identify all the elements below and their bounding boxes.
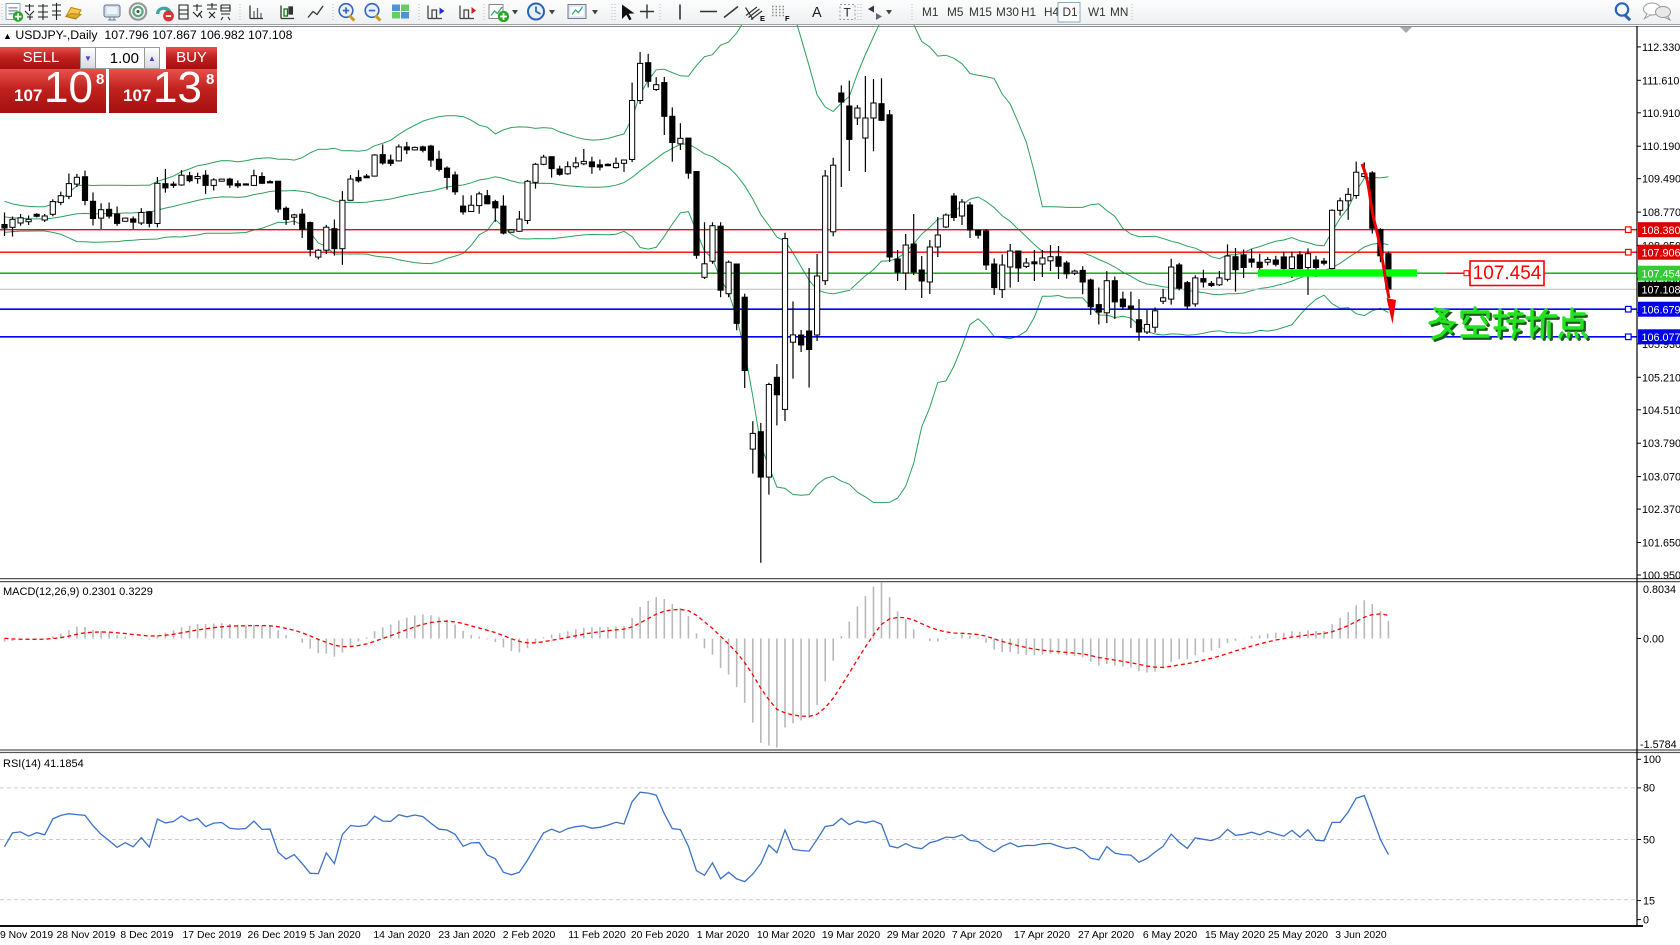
svg-text:9 Nov 2019: 9 Nov 2019 [0,930,53,941]
svg-text:-1.5784: -1.5784 [1640,739,1677,751]
svg-text:17 Dec 2019: 17 Dec 2019 [183,930,242,941]
svg-text:8 Dec 2019: 8 Dec 2019 [120,930,173,941]
svg-text:11 Feb 2020: 11 Feb 2020 [568,930,626,941]
svg-text:7 Apr 2020: 7 Apr 2020 [952,930,1002,941]
svg-text:112.330: 112.330 [1642,42,1680,54]
svg-text:111.610: 111.610 [1642,75,1679,87]
svg-text:107.454: 107.454 [1473,263,1542,284]
svg-text:MN: MN [1110,5,1128,19]
svg-text:15 May 2020: 15 May 2020 [1205,930,1265,941]
svg-text:1 Mar 2020: 1 Mar 2020 [697,930,750,941]
svg-text:103.070: 103.070 [1642,472,1680,484]
svg-text:14 Jan 2020: 14 Jan 2020 [373,930,430,941]
svg-text:15: 15 [1643,895,1655,907]
svg-text:M15: M15 [969,5,992,19]
svg-text:29 Mar 2020: 29 Mar 2020 [887,930,946,941]
svg-text:H4: H4 [1044,5,1060,19]
svg-text:27 Apr 2020: 27 Apr 2020 [1078,930,1134,941]
svg-text:100.950: 100.950 [1642,570,1680,582]
svg-text:F: F [785,14,790,23]
svg-text:E: E [760,14,765,23]
svg-text:50: 50 [1643,834,1655,846]
svg-text:3 Jun 2020: 3 Jun 2020 [1335,930,1387,941]
svg-text:28 Nov 2019: 28 Nov 2019 [57,930,116,941]
svg-text:104.510: 104.510 [1642,405,1680,417]
svg-text:106.077: 106.077 [1642,332,1680,344]
svg-text:107.108: 107.108 [1642,285,1680,297]
svg-text:M1: M1 [922,5,938,19]
svg-text:20 Feb 2020: 20 Feb 2020 [631,930,690,941]
svg-text:105.210: 105.210 [1642,372,1680,384]
svg-text:W1: W1 [1088,5,1106,19]
svg-text:MACD(12,26,9) 0.2301 0.3229: MACD(12,26,9) 0.2301 0.3229 [3,586,153,598]
svg-text:26 Dec 2019: 26 Dec 2019 [248,930,307,941]
svg-text:0.00: 0.00 [1643,634,1664,646]
svg-text:M5: M5 [947,5,964,19]
svg-text:17 Apr 2020: 17 Apr 2020 [1014,930,1070,941]
svg-text:19 Mar 2020: 19 Mar 2020 [822,930,881,941]
svg-text:110.910: 110.910 [1642,108,1680,120]
svg-text:107.454: 107.454 [1642,268,1680,280]
svg-text:108.770: 108.770 [1642,207,1680,219]
svg-text:0.8034: 0.8034 [1643,584,1676,596]
svg-text:0: 0 [1643,914,1649,926]
svg-text:102.370: 102.370 [1642,504,1680,516]
svg-text:T: T [844,6,852,20]
svg-text:80: 80 [1643,783,1655,795]
svg-text:D1: D1 [1063,5,1078,19]
svg-text:106.679: 106.679 [1642,304,1680,316]
svg-text:101.650: 101.650 [1642,538,1680,550]
svg-text:6 May 2020: 6 May 2020 [1143,930,1198,941]
svg-text:109.490: 109.490 [1642,174,1680,186]
svg-text:103.790: 103.790 [1642,438,1680,450]
svg-text:2 Feb 2020: 2 Feb 2020 [503,930,556,941]
svg-text:5 Jan 2020: 5 Jan 2020 [309,930,361,941]
svg-text:H1: H1 [1021,5,1036,19]
svg-text:A: A [812,5,822,21]
svg-text:100: 100 [1643,754,1661,766]
svg-text:M30: M30 [996,5,1019,19]
svg-text:108.380: 108.380 [1642,225,1680,237]
svg-text:107.906: 107.906 [1642,247,1680,259]
svg-text:23 Jan 2020: 23 Jan 2020 [438,930,495,941]
svg-text:25 May 2020: 25 May 2020 [1268,930,1328,941]
svg-text:110.190: 110.190 [1642,141,1680,153]
svg-text:RSI(14) 41.1854: RSI(14) 41.1854 [3,758,84,770]
svg-text:10 Mar 2020: 10 Mar 2020 [757,930,816,941]
